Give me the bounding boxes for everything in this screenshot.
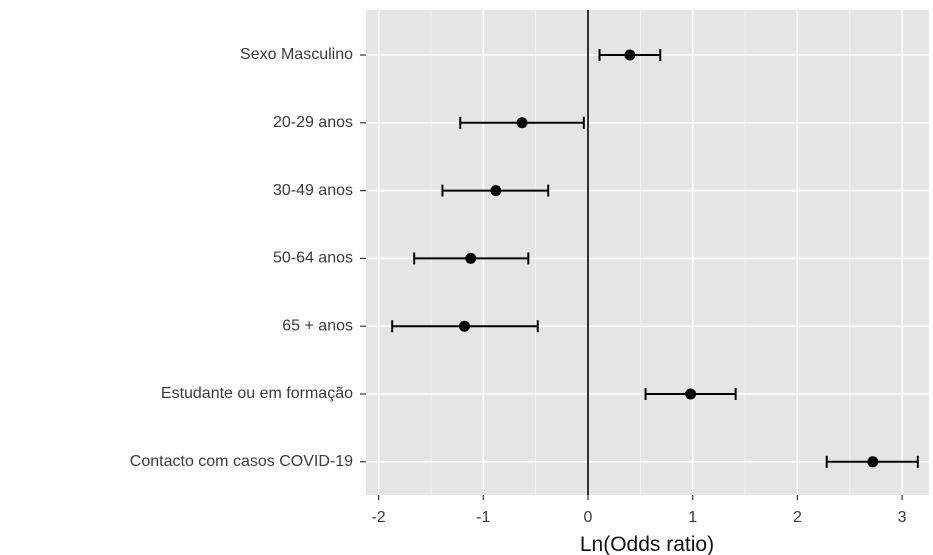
y-tick-label: Estudante ou em formação [161, 385, 353, 402]
estimate-point [465, 252, 477, 264]
x-tick-label: 1 [688, 509, 697, 526]
estimate-point [516, 117, 528, 129]
x-tick-label: 0 [584, 509, 593, 526]
y-tick-label: 30-49 anos [273, 182, 353, 199]
estimate-point [624, 49, 636, 61]
estimate-point [685, 388, 697, 400]
x-tick-label: 3 [898, 509, 907, 526]
y-tick-label: Contacto com casos COVID-19 [130, 453, 353, 470]
plot-panel [366, 10, 929, 495]
estimate-point [458, 320, 470, 332]
estimate-point [867, 456, 879, 468]
x-tick-label: 2 [793, 509, 802, 526]
y-tick-label: Sexo Masculino [240, 46, 353, 63]
x-tick-label: -1 [476, 509, 490, 526]
estimate-point [490, 185, 502, 197]
y-axis: Sexo Masculino 20-29 anos 30-49 anos 50-64 … [130, 46, 366, 470]
minor-gridlines [430, 10, 851, 495]
y-tick-label: 65 + anos [282, 317, 353, 334]
x-axis: -2 -1 0 1 2 3 [371, 495, 907, 526]
y-tick-label: 50-64 anos [273, 250, 353, 267]
y-tick-label: 20-29 anos [273, 114, 353, 131]
x-axis-title: Ln(Odds ratio) [580, 533, 714, 555]
x-tick-label: -2 [371, 509, 385, 526]
estimate-points [458, 49, 879, 468]
